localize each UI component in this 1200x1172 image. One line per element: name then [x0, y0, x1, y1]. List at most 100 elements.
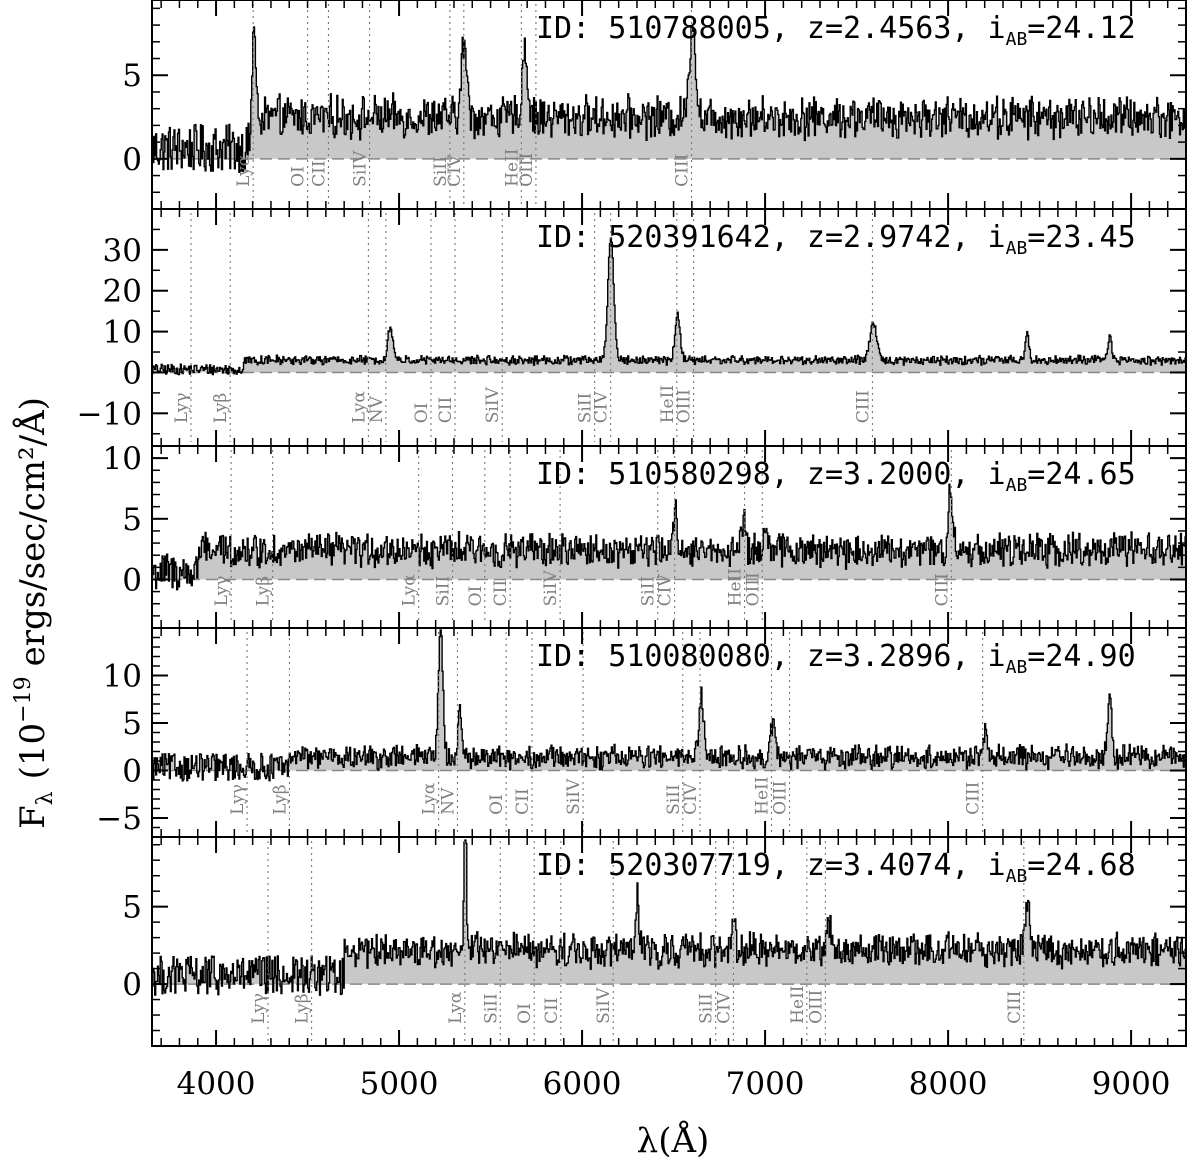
line-label: HeII [788, 985, 808, 1023]
panel-id-text: ID: 510580298, z=3.2000, i [536, 457, 1006, 492]
panel-id-label: ID: 510080080, z=3.2896, iAB=24.90 [536, 639, 1136, 678]
spectrum-fill [152, 26, 1186, 173]
x-tick-label: 7000 [726, 1066, 805, 1102]
panel-id-label: ID: 510580298, z=3.2000, iAB=24.65 [536, 457, 1136, 496]
spectrum-line [152, 25, 1186, 173]
spectrum-layer-2 [152, 213, 1186, 442]
y-label-units: ergs/sec/cm²/Å) [12, 397, 53, 666]
y-tick-label: 5 [122, 706, 142, 742]
line-label: SiII [434, 576, 454, 607]
line-label: Lyβ [211, 393, 231, 423]
y-tick-label: 5 [122, 890, 142, 926]
y-tick-label: 0 [122, 142, 142, 178]
x-tick-label: 9000 [1092, 1066, 1171, 1102]
line-label: SiIV [541, 570, 561, 607]
y-axis-label-text: Fλ (10−19 ergs/sec/cm²/Å) [11, 397, 58, 829]
line-label: Lyγ [172, 392, 192, 423]
line-label: CIV [681, 782, 701, 815]
line-label: CIII [853, 390, 873, 423]
line-label: OIII [743, 572, 763, 606]
y-tick-label: 0 [122, 754, 142, 790]
line-label: CIII [1005, 991, 1025, 1024]
line-label: SiII [639, 576, 659, 607]
line-label: CIV [592, 391, 612, 424]
line-label: OIII [771, 781, 791, 815]
y-tick-label: 5 [122, 58, 142, 94]
panel-id-mag-sub: AB [1006, 29, 1028, 50]
y-tick-label: 10 [103, 441, 142, 477]
panel-id-label: ID: 520391642, z=2.9742, iAB=23.45 [536, 220, 1136, 259]
y-label-prefix: F [13, 805, 53, 829]
panel-id-text: ID: 510788005, z=2.4563, i [536, 11, 1006, 46]
axis-titles: λ(Å) Fλ (10−19 ergs/sec/cm²/Å) [11, 397, 709, 1161]
line-label: CII [513, 788, 533, 814]
y-tick-label: 0 [122, 562, 142, 598]
line-label: HeII [502, 148, 522, 186]
y-label-sub: λ [33, 791, 58, 805]
line-label: OIII [806, 990, 826, 1024]
spectrum-layer-4 [152, 629, 1186, 833]
line-label: OI [515, 1003, 535, 1024]
line-label: OIII [675, 389, 695, 423]
panel-id-mag-value: =24.90 [1027, 639, 1135, 674]
line-label: SiII [576, 393, 596, 424]
panel-id-mag-value: =24.12 [1027, 11, 1135, 46]
spectrum-layer-5 [152, 839, 1186, 1042]
line-label: SiII [697, 993, 717, 1024]
line-label: SiIV [351, 150, 371, 187]
panel-id-mag-sub: AB [1006, 866, 1028, 887]
line-label: CII [309, 160, 329, 186]
line-label: OI [487, 794, 507, 815]
line-label: OI [466, 586, 486, 607]
line-label: CII [436, 397, 456, 423]
x-tick-label: 6000 [543, 1066, 622, 1102]
panel-id-text: ID: 520391642, z=2.9742, i [536, 220, 1006, 255]
panel-id-mag-value: =24.68 [1027, 848, 1135, 883]
line-label: Lyα [400, 574, 420, 607]
x-tick-label: 4000 [177, 1066, 256, 1102]
line-label: Lyγ [228, 784, 248, 815]
line-label: Lyα [349, 391, 369, 424]
panel-id-mag-sub: AB [1006, 238, 1028, 259]
panel-id-label: ID: 520307719, z=3.4074, iAB=24.68 [536, 848, 1136, 887]
line-label: Lyα [446, 991, 466, 1024]
panel-id-mag-sub: AB [1006, 657, 1028, 678]
y-tick-label: 10 [103, 315, 142, 351]
line-label: HeII [658, 385, 678, 423]
line-label: SiIV [483, 386, 503, 423]
y-tick-label: 0 [122, 967, 142, 1003]
y-tick-label: 20 [103, 274, 142, 310]
x-tick-label: 5000 [360, 1066, 439, 1102]
x-axis-label: λ(Å) [637, 1120, 710, 1161]
line-label: Lyγ [212, 576, 232, 607]
panel-id-mag-value: =24.65 [1027, 457, 1135, 492]
line-label: NV [438, 787, 458, 815]
panel-id-mag-sub: AB [1006, 475, 1028, 496]
line-label: CIII [932, 573, 952, 606]
line-label: Lyγ [249, 993, 269, 1024]
y-tick-label: −5 [96, 801, 142, 837]
y-tick-label: 5 [122, 502, 142, 538]
line-label: CIV [714, 991, 734, 1024]
line-label: Lyβ [293, 993, 313, 1023]
line-label: CII [542, 997, 562, 1023]
line-label: OI [289, 166, 309, 187]
line-label: Lyα [234, 154, 254, 187]
spectrum-fill [152, 629, 1186, 781]
line-label: CIV [656, 574, 676, 607]
line-label: HeII [726, 568, 746, 606]
spectrum-line [152, 237, 1186, 376]
line-label: CIV [445, 154, 465, 187]
line-label: SiII [664, 784, 684, 815]
y-axis-label: Fλ (10−19 ergs/sec/cm²/Å) [11, 397, 58, 829]
y-tick-label: −10 [77, 396, 142, 432]
line-label: CII [491, 580, 511, 606]
spectrum-fill [152, 484, 1186, 590]
